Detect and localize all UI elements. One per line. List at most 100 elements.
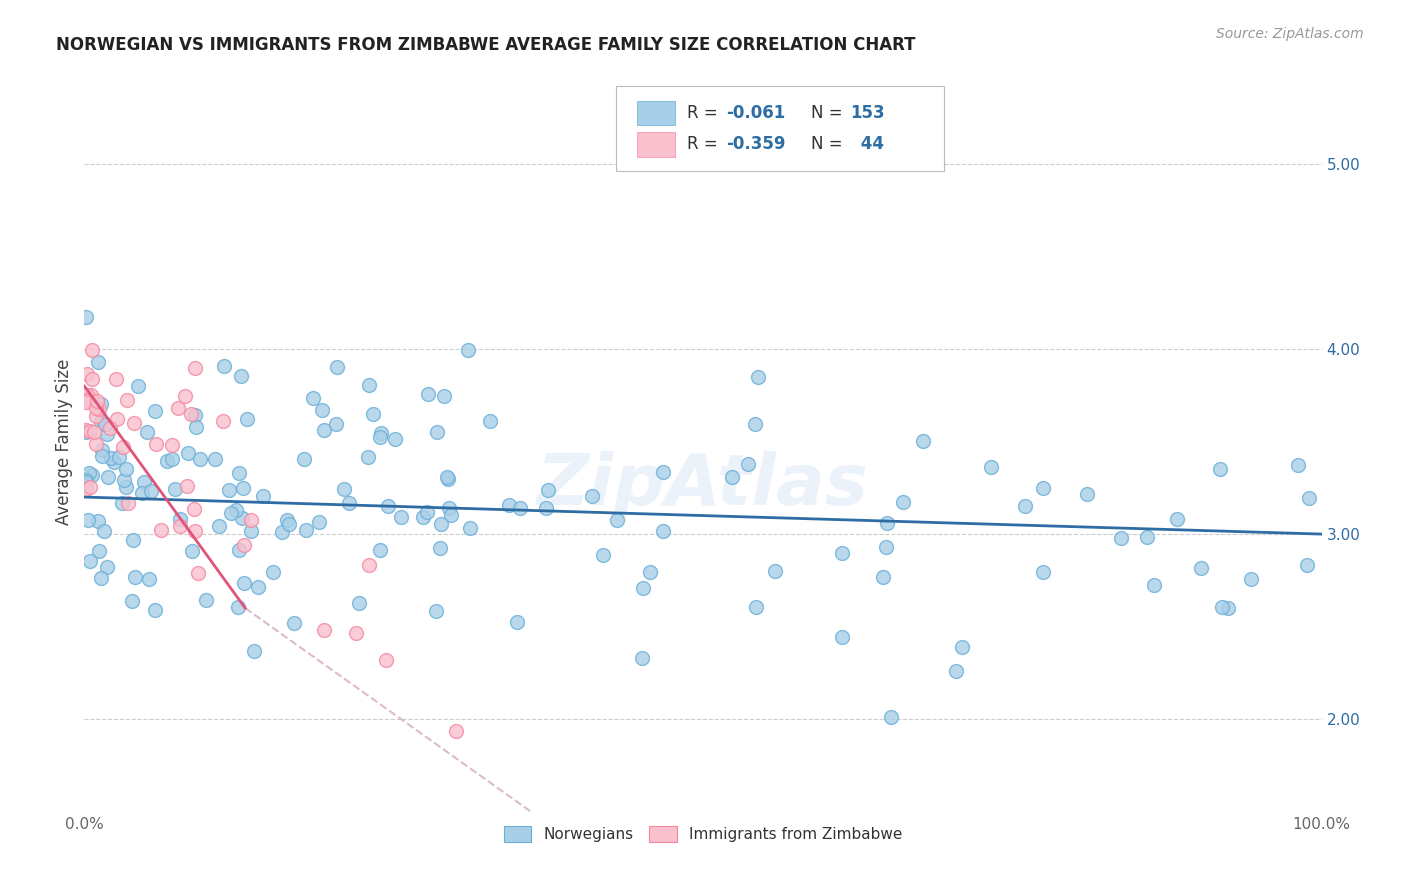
Point [357,558,380,572]
Point [247,580,270,594]
Point [149,524,172,538]
Point [1143,577,1166,591]
Point [437,501,460,516]
Point [75,392,97,407]
Point [96,426,118,441]
Point [311,403,333,417]
Point [337,496,360,510]
Point [368,543,391,558]
Point [425,604,447,618]
Point [188,452,211,467]
Point [308,515,330,529]
Point [283,615,305,630]
Point [605,514,627,528]
Point [592,548,614,562]
Point [440,508,463,522]
Point [228,542,250,557]
Point [100,450,122,465]
Point [478,414,501,428]
Point [80,343,103,357]
Point [87,544,110,558]
Point [1296,558,1319,573]
FancyBboxPatch shape [637,101,675,126]
Point [436,470,458,484]
Point [204,451,226,466]
Point [96,560,118,574]
Point [638,565,661,579]
Point [181,544,204,558]
Point [80,372,103,386]
Point [377,499,399,513]
Point [344,625,367,640]
Point [79,480,101,494]
Point [232,481,254,495]
Point [90,396,112,410]
Text: 153: 153 [851,103,884,122]
Point [347,596,370,610]
Point [187,566,209,580]
Point [214,359,236,373]
Point [124,570,146,584]
Point [506,615,529,629]
Point [1109,531,1132,545]
Point [90,571,112,585]
Point [208,518,231,533]
Point [1218,600,1240,615]
Point [745,599,768,614]
Point [87,514,110,528]
Point [651,465,673,479]
Point [229,369,252,384]
Point [333,482,356,496]
Point [183,408,205,422]
Point [457,343,479,358]
Point [80,388,103,402]
Point [1032,481,1054,495]
Point [90,414,112,428]
Point [117,496,139,510]
Point [389,510,412,524]
Point [77,513,100,527]
Point [156,454,179,468]
Point [891,495,914,509]
Point [276,512,298,526]
Point [357,377,380,392]
Point [131,486,153,500]
Text: Source: ZipAtlas.com: Source: ZipAtlas.com [1216,27,1364,41]
Point [1286,458,1309,472]
Point [77,466,100,480]
Point [75,310,97,324]
Point [87,401,110,416]
Point [212,413,235,427]
Point [945,664,967,678]
Point [84,409,107,423]
Point [94,417,117,432]
Point [84,401,107,416]
Point [876,516,898,530]
Point [75,482,97,496]
Point [98,421,121,435]
Point [218,483,240,497]
FancyBboxPatch shape [616,87,945,171]
Point [631,651,654,665]
Point [375,653,398,667]
Point [581,489,603,503]
Point [509,500,531,515]
Point [412,509,434,524]
Point [1209,461,1232,475]
Point [79,424,101,438]
Point [1014,499,1036,513]
Point [167,401,190,415]
Point [75,395,97,409]
Point [430,517,453,532]
Point [75,473,97,487]
Point [426,425,449,440]
Point [174,389,197,403]
Point [1032,565,1054,579]
Point [831,546,853,560]
Point [240,513,263,527]
Point [91,443,114,458]
Point [252,489,274,503]
Point [1076,487,1098,501]
Point [633,581,655,595]
Point [75,423,97,437]
